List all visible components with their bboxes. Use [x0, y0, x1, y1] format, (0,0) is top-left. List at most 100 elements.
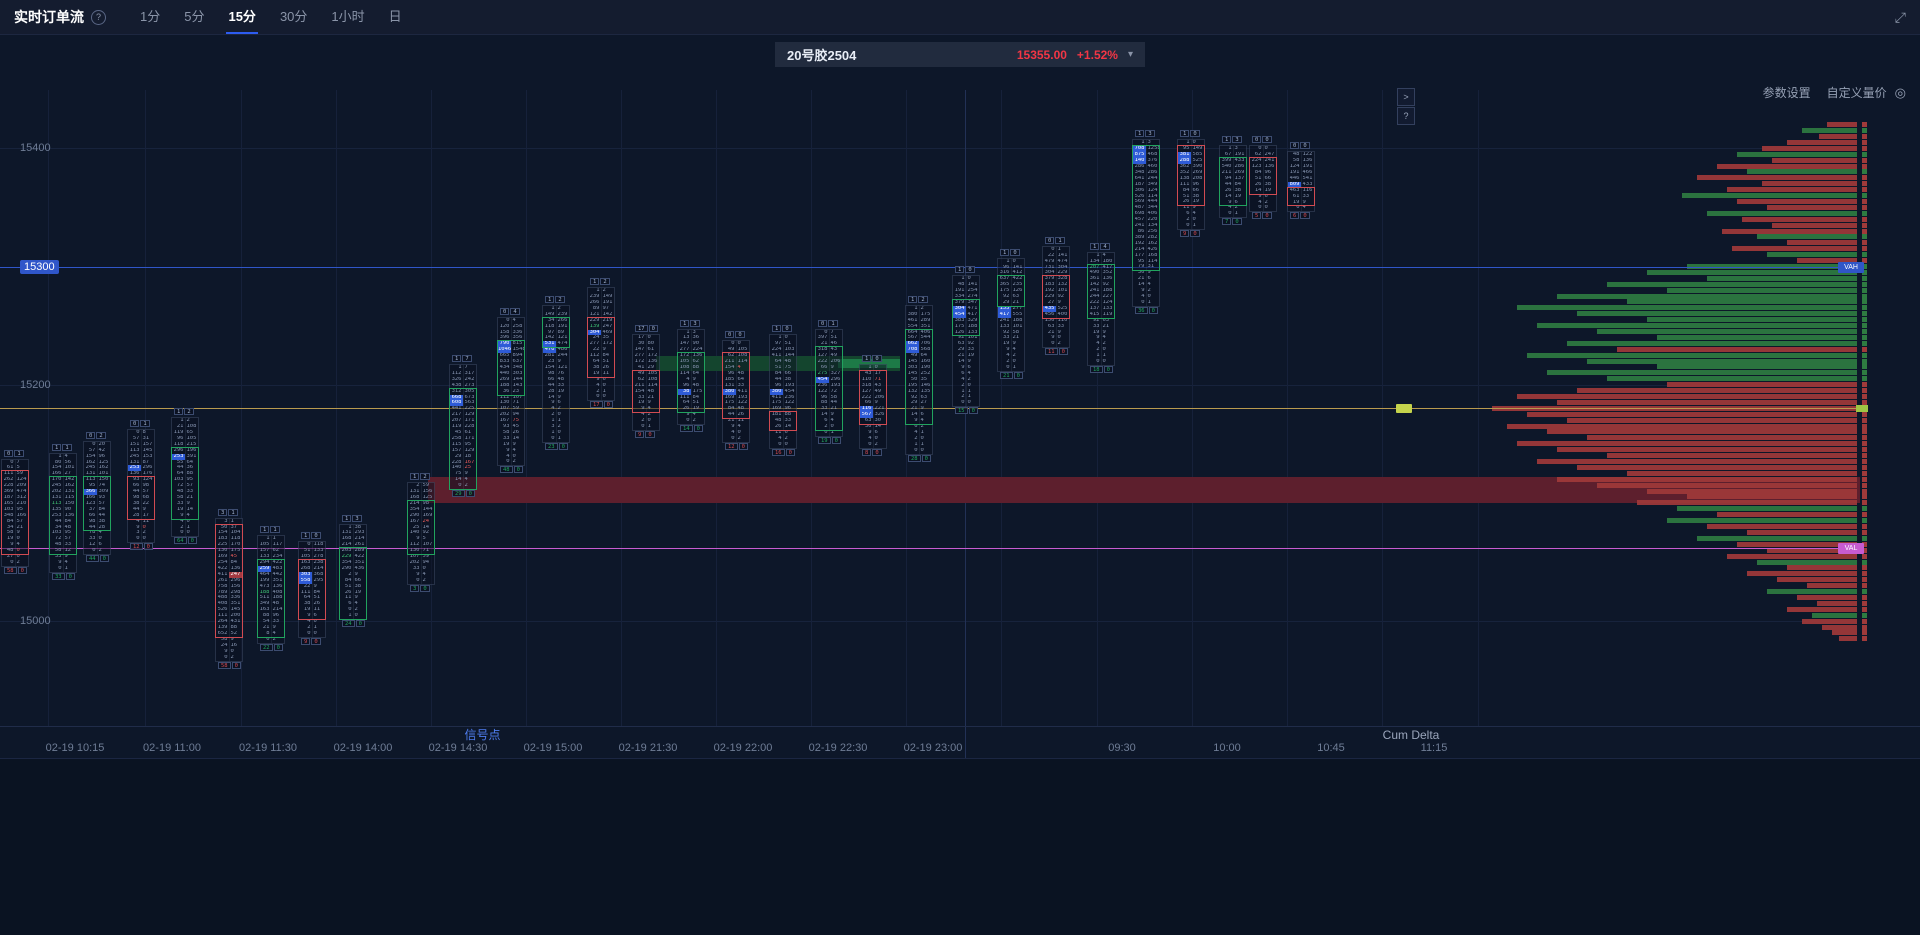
footprint-candle[interactable]: 1 2 239 149 266 191 89 97 121 142 229 219 139 247 304 4…	[587, 287, 615, 402]
footprint-level: 28 17	[132, 512, 150, 518]
footprint-level: 27 0	[6, 554, 20, 560]
volume-profile-bar	[1822, 624, 1857, 630]
footprint-candle[interactable]: 0 1 22 141 479 474 731 304 304 229 379 328 183 132 192…	[1042, 245, 1070, 349]
delta-strip-tick	[1862, 128, 1867, 134]
footprint-candle[interactable]: 0 20 57 42 154 96 162 125 245 162 131 101 113 150 95 74…	[83, 440, 111, 556]
tab-day[interactable]: 日	[388, 9, 402, 24]
tab-15min[interactable]: 15分	[216, 0, 267, 34]
footprint-candle[interactable]: 1 2 380 175 461 289 554 351 664 406 567 544 662 706 70…	[905, 304, 933, 455]
panel-help-button[interactable]: ?	[1397, 107, 1415, 125]
panel-expand-button[interactable]: >	[1397, 88, 1415, 106]
footprint-level: 296 196	[173, 447, 197, 453]
tab-30min[interactable]: 30分	[279, 9, 308, 24]
footprint-level: 33 14	[502, 435, 520, 441]
footprint-candle[interactable]: 1 4 80 56 154 101 166 27 170 142 245 162 202 131 131 11…	[49, 452, 77, 573]
footprint-candle[interactable]: 0 7 397 51 21 46 318 43 127 49 222 206 66 9 275 327 454 2…	[815, 328, 843, 437]
footprint-candle[interactable]: 0 8 57 31 151 157 113 145 245 153 131 87 253 296 136 17…	[127, 429, 155, 544]
footprint-candle[interactable]: 1 2 149 239 34 266 118 191 97 89 142 121 531 474 470 48…	[542, 304, 570, 443]
footprint-level: 526 114	[1134, 193, 1158, 199]
parameter-settings-link[interactable]: 参数设置	[1762, 86, 1811, 100]
footprint-candle[interactable]: 1 3 13 36 147 90 277 224 172 136 105 62 108 88 114 64 4 9…	[677, 328, 705, 426]
volume-profile-bar	[1577, 311, 1857, 317]
footprint-level: 526 145	[217, 607, 241, 613]
time-axis-label: 10:45	[1317, 742, 1345, 754]
footprint-level: 440 303	[499, 370, 523, 376]
footprint-candle[interactable]: 1 0 97 51 224 103 411 144 64 48 51 75 84 66 44 38 96 193 3…	[769, 334, 797, 449]
footprint-level: 253 136	[51, 512, 75, 518]
delta-strip-tick	[1862, 388, 1867, 394]
volume-profile-bar	[1727, 187, 1857, 193]
footprint-level: 381 585	[1178, 152, 1203, 159]
custom-volume-price-link[interactable]: 自定义量价	[1826, 86, 1887, 100]
volume-profile-bar	[1737, 541, 1857, 547]
help-icon[interactable]: ?	[91, 9, 106, 25]
delta-strip-tick	[1862, 323, 1867, 329]
footprint-candle[interactable]: 2 59 131 156 168 125 214 98 354 144 290 169 167 24 25 1…	[407, 482, 435, 585]
tab-5min[interactable]: 5分	[184, 9, 205, 24]
footprint-candle[interactable]: 48 122 58 136 124 191 191 466 446 541 809 433 463 116…	[1287, 151, 1315, 213]
footprint-candle[interactable]: 1 0 43 17 110 71 318 43 127 49 222 206 66 9 116 221 567 3…	[859, 364, 887, 449]
footprint-candle[interactable]: 1 7 112 317 326 242 438 273 312 305 668 673 608 563 44…	[449, 364, 477, 491]
timeframe-tabs: 1分 5分 15分 30分 1小时 日	[128, 0, 414, 34]
footprint-candle[interactable]: 1 0 48 141 191 254 334 274 379 347 304 471 454 417 383…	[952, 275, 980, 408]
footprint-candle[interactable]: 1 0 95 149 381 585 288 525 362 390 352 269 138 208 111…	[1177, 139, 1205, 231]
footprint-level: 461 289	[907, 317, 931, 323]
footprint-candle[interactable]: 17 0 30 80 147 61 277 172 172 136 41 29 49 105 62 108 21…	[632, 334, 660, 431]
footprint-candle[interactable]: 0 7 61 5 111 59 262 124 228 209 369 474 187 312 165 210…	[1, 458, 29, 567]
footprint-level: 142 92	[1089, 282, 1110, 288]
footprint-candle[interactable]: 0 0 62 247 224 241 123 136 84 96 51 66 26 38 14 19 9 6 4 2 0…	[1249, 145, 1277, 213]
footprint-candle[interactable]: 1 0 96 141 316 412 637 422 365 235 175 126 92 63 29 21 1…	[997, 257, 1025, 372]
symbol-selector[interactable]: 20号胶2504 15355.00 +1.52% ▾	[775, 42, 1145, 67]
footprint-level: 354 144	[409, 506, 433, 512]
footprint-level: 454 296	[816, 376, 841, 383]
footprint-level: 145 252	[907, 370, 931, 376]
footprint-level: 110 71	[861, 376, 882, 382]
footprint-level: 34 21	[6, 524, 24, 530]
delta-strip-tick	[1862, 618, 1867, 624]
footprint-level: 158 336	[499, 329, 523, 335]
delta-strip-tick	[1862, 264, 1867, 269]
footprint-candle[interactable]: 3 1 50 37 154 104 183 118 225 170 130 175 169 45 254 84…	[215, 517, 243, 662]
footprint-level: 664 406	[907, 329, 931, 335]
footprint-candle[interactable]: 0 118 51 133 105 278 163 238 268 214 303 368 558 295 2…	[298, 541, 326, 638]
signal-point-label[interactable]: 信号点	[464, 728, 501, 742]
footprint-candle[interactable]: 1 4 134 180 207 417 490 352 361 136 142 92 241 188 244…	[1087, 251, 1115, 366]
volume-profile-bar	[1587, 358, 1857, 364]
footprint-candle[interactable]: 1 38 131 293 168 214 214 261 203 289 229 422 354 351 2…	[339, 523, 367, 621]
delta-strip-tick	[1862, 600, 1867, 606]
volume-profile-bar	[1657, 334, 1857, 340]
footprint-level: 21 11	[727, 418, 745, 424]
footprint-level: 98 38	[88, 518, 106, 524]
tab-1hour[interactable]: 1小时	[331, 9, 365, 24]
footprint-candle[interactable]: 0 0 49 105 62 108 211 114 154 4 96 48 185 64 131 33 380 4…	[722, 340, 750, 443]
footprint-candle[interactable]: 0412025815833639635679081510461548665894…	[497, 316, 525, 467]
volume-profile-bar	[1707, 524, 1857, 530]
footprint-level: 44 38	[774, 376, 792, 382]
footprint-level: 67 191	[1224, 152, 1245, 158]
footprint-level: 44 26	[727, 412, 745, 418]
tab-1min[interactable]: 1分	[140, 9, 161, 24]
footprint-level: 241 134	[1134, 223, 1158, 229]
volume-profile-bar	[1597, 329, 1857, 334]
footprint-candle[interactable]: 1 2 21 108 119 65 96 105 118 215 296 196 253 391 55 64 4…	[171, 417, 199, 538]
volume-profile-bar	[1507, 423, 1857, 429]
fullscreen-icon[interactable]: ⤢	[1894, 8, 1906, 25]
volume-profile-bar	[1802, 618, 1857, 624]
footprint-candle[interactable]: 1 1 105 117 157 62 133 234 294 422 259 483 464 442 199…	[257, 535, 285, 644]
footprint-candle[interactable]: 1370812588754681403762864603482866412441…	[1132, 139, 1160, 307]
footprint-level: 96 48	[682, 382, 700, 388]
footprint-level: 268 214	[300, 565, 324, 571]
target-icon[interactable]: ◎	[1894, 84, 1906, 100]
footprint-level: 361 136	[1089, 276, 1113, 282]
footprint-candle[interactable]: 1 3 67 191 399 433 540 286 211 269 94 137 44 84 26 38 14…	[1219, 145, 1247, 219]
